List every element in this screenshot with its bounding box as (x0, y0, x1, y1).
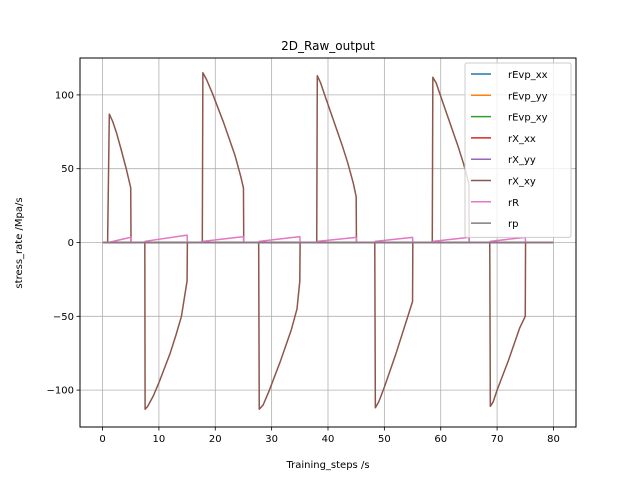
x-tick-label: 70 (491, 434, 504, 445)
x-tick-label: 30 (265, 434, 278, 445)
x-tick-label: 20 (209, 434, 222, 445)
chart-title: 2D_Raw_output (281, 39, 375, 53)
legend-label: rX_xx (508, 134, 536, 145)
legend-label: rEvp_yy (508, 91, 548, 102)
legend-label: rX_yy (508, 155, 536, 166)
x-tick-label: 60 (434, 434, 447, 445)
legend-label: rR (508, 198, 519, 209)
legend: rEvp_xx rEvp_yy rEvp_xy rX_xx rX_yy rX_xy rR rp (464, 62, 572, 238)
x-axis-label: Training_steps /s (285, 460, 369, 471)
legend-label: rEvp_xx (508, 70, 548, 81)
axis-ticks: 0 10 20 30 40 50 60 70 80 −100 −50 0 50 100 (47, 90, 560, 445)
legend-label: rEvp_xy (508, 113, 548, 124)
series-lines (102, 72, 554, 411)
legend-label: rX_xy (508, 177, 536, 188)
x-tick-label: 50 (378, 434, 391, 445)
x-tick-label: 80 (547, 434, 560, 445)
legend-box (464, 62, 572, 238)
x-tick-label: 10 (153, 434, 166, 445)
x-tick-label: 40 (322, 434, 335, 445)
y-tick-label: 0 (68, 238, 74, 249)
y-tick-label: −50 (53, 312, 74, 323)
y-tick-label: −100 (47, 386, 74, 397)
y-tick-label: 50 (61, 164, 74, 175)
y-axis-label: stress_rate /Mpa/s (14, 197, 25, 288)
legend-label: rp (508, 219, 518, 230)
y-tick-label: 100 (55, 90, 74, 101)
x-tick-label: 0 (99, 434, 105, 445)
